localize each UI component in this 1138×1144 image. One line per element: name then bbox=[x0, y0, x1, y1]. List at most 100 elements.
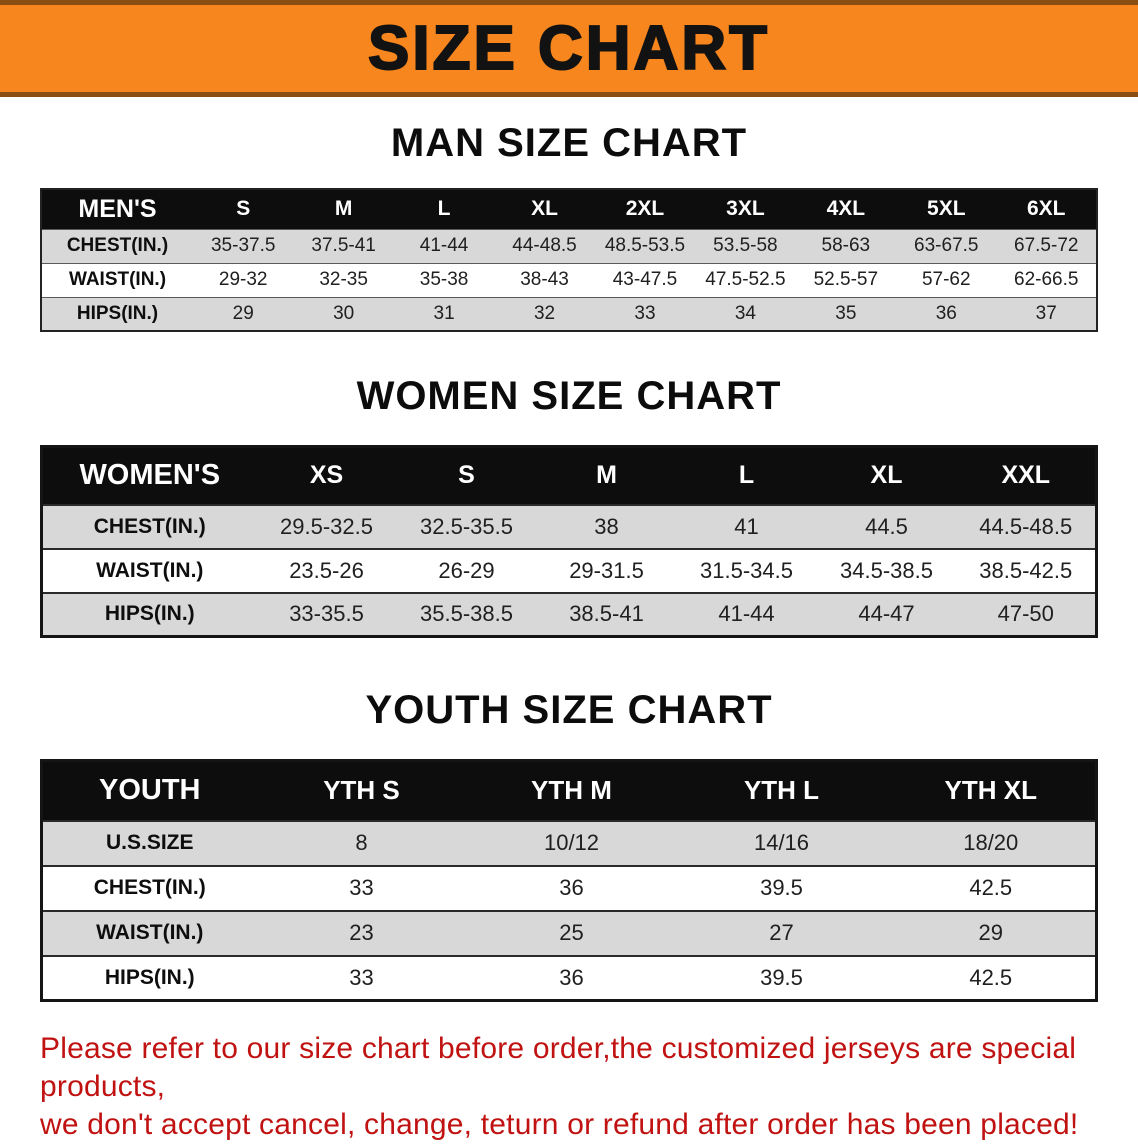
table-body: U.S.SIZE 8 10/12 14/16 18/20 CHEST(IN.) 33 36 39… bbox=[41, 820, 1097, 1001]
size-value-cell: 42.5 bbox=[969, 964, 1013, 990]
size-value-cell: 26-29 bbox=[438, 557, 495, 583]
table-header-label: WOMEN'S bbox=[79, 459, 221, 492]
size-value-cell: 31 bbox=[433, 302, 455, 324]
size-value-cell: 32.5-35.5 bbox=[420, 513, 513, 539]
disclaimer-line-1: Please refer to our size chart before or… bbox=[40, 1032, 1077, 1104]
size-value-cell: 44-48.5 bbox=[512, 235, 577, 256]
size-value-cell: 32-35 bbox=[319, 269, 368, 290]
size-value-cell: 36 bbox=[559, 875, 584, 900]
size-chart-section: YOUTH SIZE CHART YOUTH YTH S YTH M YTH L YTH… bbox=[0, 688, 1138, 1002]
size-column-header: YTH S bbox=[323, 775, 400, 806]
row-label: U.S.SIZE bbox=[105, 831, 194, 854]
size-column-header: YTH XL bbox=[944, 775, 1037, 806]
size-column-header: M bbox=[596, 461, 617, 490]
size-value-cell: 41 bbox=[734, 513, 759, 539]
size-value-cell: 31.5-34.5 bbox=[700, 557, 793, 583]
size-value-cell: 18/20 bbox=[963, 830, 1019, 855]
row-label: HIPS(IN.) bbox=[76, 302, 159, 324]
size-column-header: YTH M bbox=[531, 775, 612, 806]
row-label: HIPS(IN.) bbox=[104, 965, 195, 989]
size-value-cell: 47-50 bbox=[997, 601, 1054, 627]
size-value-cell: 57-62 bbox=[921, 269, 971, 290]
table-row: U.S.SIZE 8 10/12 14/16 18/20 bbox=[41, 820, 1097, 866]
size-column-header: L bbox=[738, 461, 755, 490]
table-header-label: YOUTH bbox=[99, 774, 201, 807]
size-value-cell: 67.5-72 bbox=[1014, 235, 1079, 256]
size-table-youth: YOUTH YTH S YTH M YTH L YTH XL U.S.SIZE 8 10/1… bbox=[40, 759, 1098, 1002]
size-value-cell: 8 bbox=[355, 830, 368, 855]
size-value-cell: 29 bbox=[978, 920, 1003, 945]
table-header-row: YOUTH YTH S YTH M YTH L YTH XL bbox=[41, 760, 1097, 821]
size-value-cell: 29.5-32.5 bbox=[280, 513, 373, 539]
size-value-cell: 29 bbox=[232, 302, 254, 324]
row-label: CHEST(IN.) bbox=[93, 876, 206, 899]
size-value-cell: 33 bbox=[634, 302, 656, 324]
size-value-cell: 38.5-41 bbox=[569, 601, 644, 627]
size-value-cell: 29-31.5 bbox=[569, 557, 644, 583]
size-column-header: 4XL bbox=[826, 197, 866, 221]
row-label: WAIST(IN.) bbox=[68, 269, 167, 290]
table-body: CHEST(IN.) 29.5-32.5 32.5-35.5 38 41 44.5 44.5… bbox=[41, 504, 1097, 637]
size-value-cell: 53.5-58 bbox=[713, 235, 778, 256]
table-row: HIPS(IN.) 33-35.5 35.5-38.5 38.5-41 41-44 44-… bbox=[41, 592, 1097, 637]
size-value-cell: 36 bbox=[559, 964, 584, 990]
size-value-cell: 38-43 bbox=[520, 269, 569, 290]
size-value-cell: 37.5-41 bbox=[311, 235, 376, 256]
size-value-cell: 14/16 bbox=[753, 830, 810, 855]
size-column-header: XL bbox=[531, 197, 558, 221]
size-value-cell: 35-37.5 bbox=[210, 235, 276, 256]
size-table-mens: MEN'S S M L XL 2XL 3XL 4XL 5XL 6XL CHEST(IN.) 35-3… bbox=[40, 188, 1098, 332]
size-value-cell: 47.5-52.5 bbox=[705, 269, 786, 290]
table-row: HIPS(IN.) 33 36 39.5 42.5 bbox=[41, 955, 1097, 1001]
row-label: WAIST(IN.) bbox=[96, 558, 204, 582]
disclaimer-line-2: we don't accept cancel, change, teturn o… bbox=[40, 1108, 1079, 1142]
size-value-cell: 30 bbox=[333, 302, 355, 324]
size-value-cell: 35 bbox=[835, 302, 857, 324]
table-row: WAIST(IN.) 23 25 27 29 bbox=[41, 910, 1097, 956]
size-chart-sections: MAN SIZE CHART MEN'S S M L XL 2XL 3XL 4XL 5XL 6XL… bbox=[0, 121, 1138, 1002]
table-header-label: MEN'S bbox=[78, 194, 157, 223]
section-title: WOMEN SIZE CHART bbox=[356, 374, 782, 418]
size-value-cell: 44.5-48.5 bbox=[979, 513, 1073, 539]
size-chart-section: WOMEN SIZE CHART WOMEN'S XS S M L XL XXL CHEST… bbox=[0, 374, 1138, 638]
size-value-cell: 41-44 bbox=[419, 235, 469, 256]
size-column-header: 3XL bbox=[726, 197, 765, 221]
size-value-cell: 33-35.5 bbox=[289, 601, 364, 627]
size-column-header: 6XL bbox=[1026, 197, 1066, 221]
size-value-cell: 35-38 bbox=[419, 269, 469, 290]
section-title: MAN SIZE CHART bbox=[390, 121, 748, 165]
table-body: CHEST(IN.) 35-37.5 37.5-41 41-44 44-48.5 48.5… bbox=[41, 229, 1097, 331]
size-value-cell: 25 bbox=[559, 920, 584, 945]
size-value-cell: 23.5-26 bbox=[289, 557, 364, 583]
size-column-header: L bbox=[437, 197, 451, 221]
banner-title: SIZE CHART bbox=[367, 13, 770, 84]
size-value-cell: 39.5 bbox=[760, 875, 803, 900]
size-value-cell: 32 bbox=[533, 302, 556, 324]
size-value-cell: 35.5-38.5 bbox=[420, 601, 513, 627]
size-value-cell: 63-67.5 bbox=[914, 235, 979, 256]
size-value-cell: 10/12 bbox=[543, 830, 600, 855]
size-column-header: XXL bbox=[1001, 461, 1051, 490]
row-label: CHEST(IN.) bbox=[66, 235, 169, 256]
section-title: YOUTH SIZE CHART bbox=[365, 688, 773, 732]
size-value-cell: 44-47 bbox=[858, 601, 915, 627]
size-value-cell: 48.5-53.5 bbox=[604, 235, 686, 256]
size-value-cell: 33 bbox=[349, 875, 374, 900]
table-row: CHEST(IN.) 29.5-32.5 32.5-35.5 38 41 44.5 44.5… bbox=[41, 504, 1097, 549]
size-column-header: S bbox=[458, 461, 475, 490]
size-value-cell: 39.5 bbox=[760, 964, 803, 990]
size-value-cell: 29-32 bbox=[218, 269, 268, 290]
size-value-cell: 34 bbox=[734, 302, 756, 324]
table-row: HIPS(IN.) 29 30 31 32 33 34 35 36 37 bbox=[41, 297, 1097, 331]
size-chart-section: MAN SIZE CHART MEN'S S M L XL 2XL 3XL 4XL 5XL 6XL… bbox=[0, 121, 1138, 332]
size-table-womens: WOMEN'S XS S M L XL XXL CHEST(IN.) 29.5-32.5 32.… bbox=[40, 445, 1098, 638]
size-column-header: 2XL bbox=[625, 197, 665, 221]
row-label: WAIST(IN.) bbox=[96, 921, 204, 944]
size-column-header: 5XL bbox=[927, 197, 966, 221]
size-value-cell: 27 bbox=[769, 920, 794, 945]
size-value-cell: 38.5-42.5 bbox=[979, 557, 1073, 583]
table-row: WAIST(IN.) 29-32 32-35 35-38 38-43 43-47.5 47.… bbox=[41, 263, 1097, 297]
row-label: HIPS(IN.) bbox=[104, 602, 195, 626]
size-value-cell: 42.5 bbox=[969, 875, 1013, 900]
table-header-row: MEN'S S M L XL 2XL 3XL 4XL 5XL 6XL bbox=[41, 189, 1097, 229]
